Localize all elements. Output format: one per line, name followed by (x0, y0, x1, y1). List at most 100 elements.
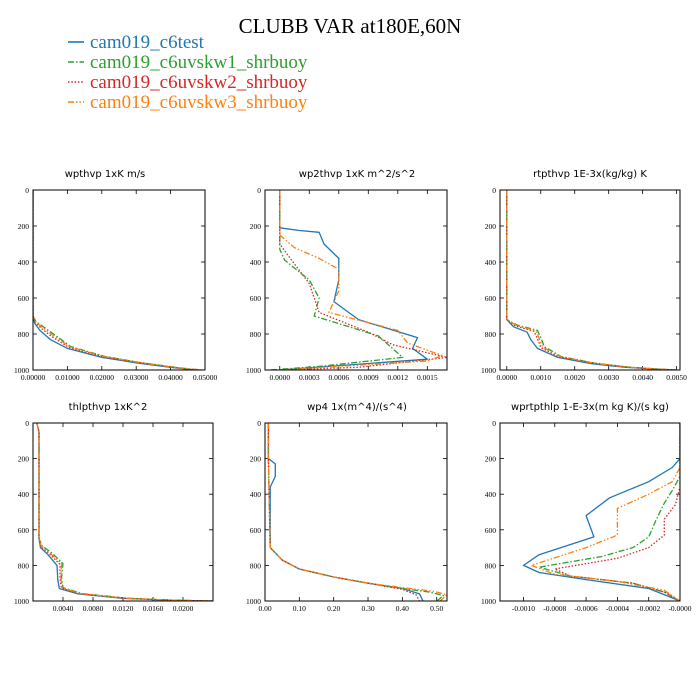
y-tick-label: 400 (250, 258, 262, 267)
series-line (33, 190, 199, 370)
series-line (33, 190, 204, 370)
x-tick-label: 0.20 (327, 604, 340, 613)
x-tick-label: 0.30 (361, 604, 374, 613)
series-line (267, 423, 445, 601)
chart-panel: wprtpthlp 1-E-3x(m kg K)/(s kg) -0.0010 -0… (481, 402, 692, 613)
x-tick-label: -0.0004 (606, 604, 629, 613)
figure-title: CLUBB VAR at180E,60N (239, 14, 462, 38)
y-tick-label: 400 (18, 258, 30, 267)
y-tick-label: 0 (492, 186, 496, 195)
series-line (36, 423, 213, 601)
series-line (506, 190, 677, 370)
y-tick-label: 600 (18, 526, 30, 535)
x-tick-label: -0.0010 (512, 604, 535, 613)
legend-item: cam019_c6uvskw3_shrbuoy (68, 92, 308, 113)
y-tick-label: 0 (25, 419, 29, 428)
y-tick-label: 800 (18, 561, 30, 570)
x-tick-label: 0.01000 (55, 373, 80, 382)
x-tick-label: 0.02000 (90, 373, 115, 382)
legend-item: cam019_c6test (68, 32, 205, 53)
panels: wpthvp 1xK m/s0.00000 0.01000 0.02000 0.030… (14, 169, 692, 613)
y-tick-label: 800 (18, 330, 30, 339)
plot-frame (32, 422, 214, 602)
x-tick-label: 0.05000 (193, 373, 218, 382)
y-tick-label: 600 (250, 526, 262, 535)
x-tick-label: 0.0040 (53, 604, 74, 613)
chart-panel: thlpthvp 1xK^2 0.0040 0.0080 0.0120 0.0160 0.… (14, 402, 214, 613)
y-tick-label: 800 (485, 330, 497, 339)
series-line (554, 423, 680, 601)
y-tick-label: 0 (25, 186, 29, 195)
series-line (506, 190, 677, 370)
chart-panel: wp4 1x(m^4)/(s^4) 0.00 0.10 0.20 0.30 0.40 0.5… (246, 402, 448, 613)
x-tick-label: 0.0120 (113, 604, 134, 613)
y-tick-label: 200 (250, 222, 262, 231)
series-line (33, 190, 200, 370)
x-tick-label: 0.40 (396, 604, 409, 613)
series-line (522, 423, 680, 601)
y-tick-label: 800 (485, 561, 497, 570)
x-tick-label: 0.03000 (124, 373, 149, 382)
series-line (267, 423, 447, 601)
legend-label: cam019_c6uvskw1_shrbuoy (90, 52, 308, 73)
x-tick-label: 0.00000 (21, 373, 46, 382)
panel-title: wp4 1x(m^4)/(s^4) (307, 402, 407, 413)
plot-frame (264, 422, 448, 602)
legend-label: cam019_c6uvskw2_shrbuoy (90, 72, 308, 93)
y-tick-label: 600 (485, 526, 497, 535)
plot-frame (499, 422, 681, 602)
x-tick-label: 0.0003 (299, 373, 320, 382)
y-tick-label: 200 (250, 455, 262, 464)
x-tick-label: 0.10 (293, 604, 306, 613)
panel-title: wp2thvp 1xK m^2/s^2 (299, 169, 415, 180)
y-tick-label: 0 (257, 186, 261, 195)
x-tick-label: -0.0002 (637, 604, 660, 613)
series-line (267, 423, 424, 601)
y-tick-label: 600 (18, 294, 30, 303)
x-tick-label: 0.0020 (564, 373, 585, 382)
legend-label: cam019_c6uvskw3_shrbuoy (90, 92, 308, 113)
y-tick-label: 0 (492, 419, 496, 428)
y-tick-label: 400 (250, 490, 262, 499)
x-tick-label: 0.04000 (158, 373, 183, 382)
y-tick-label: 800 (250, 330, 262, 339)
legend-label: cam019_c6test (90, 32, 205, 53)
x-tick-label: 0.0160 (143, 604, 164, 613)
legend: cam019_c6testcam019_c6uvskw1_shrbuoycam0… (68, 32, 308, 113)
x-tick-label: 0.0030 (598, 373, 619, 382)
x-tick-label: 0.0012 (387, 373, 408, 382)
series-line (506, 190, 677, 370)
y-tick-label: 200 (485, 455, 497, 464)
x-tick-label: 0.0040 (632, 373, 653, 382)
plot-frame (264, 189, 448, 371)
y-tick-label: 1000 (246, 366, 261, 375)
y-tick-label: 600 (485, 294, 497, 303)
x-tick-label: 0.0050 (666, 373, 687, 382)
plot-frame (32, 189, 206, 371)
y-tick-label: 200 (18, 222, 30, 231)
series-line (36, 423, 213, 601)
panel-title: thlpthvp 1xK^2 (69, 402, 148, 413)
y-tick-label: 400 (485, 490, 497, 499)
chart-panel: wpthvp 1xK m/s 0.00000 0.01000 0.02000 0.030… (14, 169, 217, 382)
x-tick-label: 0.50 (430, 604, 443, 613)
y-tick-label: 400 (18, 490, 30, 499)
legend-item: cam019_c6uvskw2_shrbuoy (68, 72, 308, 93)
y-tick-label: 1000 (481, 366, 496, 375)
series-line (269, 190, 404, 370)
series-line (267, 423, 421, 601)
x-tick-label: 0.0000 (269, 373, 290, 382)
series-line (538, 423, 680, 601)
y-tick-label: 400 (485, 258, 497, 267)
panel-title: wprtpthlp 1-E-3x(m kg K)/(s kg) (511, 402, 669, 413)
series-line (506, 190, 677, 370)
x-tick-label: -0.0000 (668, 604, 691, 613)
series-line (279, 190, 447, 370)
chart-panel: wp2thvp 1xK m^2/s^2 0.0000 0.0003 0.0006 0.0… (246, 169, 448, 382)
y-tick-label: 200 (18, 455, 30, 464)
series-line (279, 190, 428, 370)
x-tick-label: 0.0080 (83, 604, 104, 613)
x-tick-label: 0.0200 (173, 604, 194, 613)
y-tick-label: 1000 (14, 366, 29, 375)
